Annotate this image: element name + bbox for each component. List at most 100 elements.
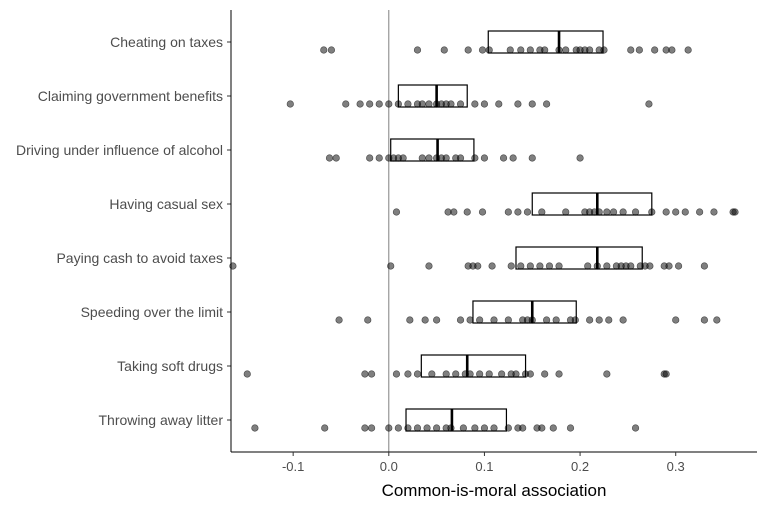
y-tick-label: Driving under influence of alcohol	[16, 142, 223, 158]
data-point	[399, 154, 407, 162]
data-point	[681, 208, 689, 216]
plot-area	[229, 10, 739, 452]
data-point	[684, 46, 692, 54]
data-point	[442, 154, 450, 162]
data-point	[627, 46, 635, 54]
data-point	[646, 262, 654, 270]
data-point	[662, 370, 670, 378]
data-point	[361, 370, 369, 378]
data-point	[480, 100, 489, 108]
y-tick-label: Cheating on taxes	[110, 34, 223, 50]
data-point	[404, 424, 412, 432]
y-tick-label: Speeding over the limit	[81, 304, 224, 320]
data-point	[566, 424, 575, 432]
data-point	[514, 100, 522, 108]
data-point	[619, 208, 627, 216]
category-labels: Cheating on taxes Claiming government ben…	[16, 34, 223, 428]
data-point	[394, 100, 402, 108]
data-point	[332, 154, 340, 162]
data-point	[668, 46, 676, 54]
data-point	[286, 100, 294, 108]
data-point	[672, 208, 680, 216]
y-tick-label: Claiming government benefits	[38, 88, 223, 104]
data-point	[631, 208, 640, 216]
data-point	[366, 100, 374, 108]
data-point	[433, 316, 441, 324]
data-point	[576, 154, 584, 162]
data-point	[700, 316, 709, 324]
iqr-box	[420, 354, 527, 378]
data-point	[595, 316, 603, 324]
data-point	[385, 100, 393, 108]
data-point	[631, 424, 640, 432]
data-point	[425, 100, 433, 108]
data-point	[603, 208, 611, 216]
x-tick-label: -0.1	[282, 459, 304, 474]
data-point	[586, 316, 594, 324]
data-point	[385, 424, 393, 432]
data-point	[526, 370, 534, 378]
data-point	[523, 208, 532, 216]
data-point	[562, 46, 570, 54]
data-point	[545, 262, 554, 270]
data-point	[466, 316, 474, 324]
x-axis-title: Common-is-moral association	[382, 481, 607, 500]
data-point	[466, 370, 474, 378]
data-point	[464, 46, 472, 54]
data-point	[480, 424, 489, 432]
data-point	[476, 316, 484, 324]
data-point	[710, 208, 718, 216]
data-point	[485, 370, 493, 378]
data-point	[674, 262, 683, 270]
category-group	[325, 138, 584, 162]
data-point	[425, 262, 433, 270]
y-tick-label: Paying cash to avoid taxes	[56, 250, 223, 266]
data-point	[485, 46, 493, 54]
data-point	[490, 316, 498, 324]
data-point	[423, 424, 431, 432]
data-point	[713, 316, 721, 324]
data-point	[528, 154, 536, 162]
data-point	[413, 370, 422, 378]
data-point	[506, 46, 514, 54]
x-tick-label: 0.2	[571, 459, 589, 474]
category-group	[392, 192, 739, 216]
data-point	[447, 100, 455, 108]
data-point	[542, 100, 551, 108]
y-tick-label: Throwing away litter	[99, 412, 224, 428]
data-point	[509, 154, 517, 162]
data-point	[447, 424, 455, 432]
data-point	[488, 262, 496, 270]
data-point	[433, 424, 441, 432]
data-point	[645, 100, 653, 108]
iqr-box	[515, 246, 643, 270]
data-point	[517, 46, 525, 54]
iqr-box	[397, 84, 468, 108]
iqr-box	[390, 138, 475, 162]
data-point	[593, 262, 601, 270]
data-point	[517, 262, 525, 270]
data-point	[498, 370, 506, 378]
data-point	[651, 46, 659, 54]
data-point	[504, 424, 512, 432]
data-point	[571, 316, 579, 324]
data-point	[406, 316, 414, 324]
x-tick-label: 0.0	[380, 459, 398, 474]
data-point	[528, 316, 536, 324]
data-point	[320, 46, 328, 54]
data-point	[504, 208, 512, 216]
data-point	[367, 424, 376, 432]
data-point	[519, 424, 527, 432]
data-point	[375, 154, 383, 162]
data-point	[418, 154, 426, 162]
data-point	[387, 262, 395, 270]
data-point	[528, 100, 536, 108]
data-point	[648, 208, 656, 216]
data-point	[490, 424, 498, 432]
data-point	[456, 316, 465, 324]
data-point	[251, 424, 259, 432]
data-point	[555, 262, 563, 270]
data-point	[478, 208, 487, 216]
data-point	[603, 370, 611, 378]
data-point	[672, 316, 680, 324]
